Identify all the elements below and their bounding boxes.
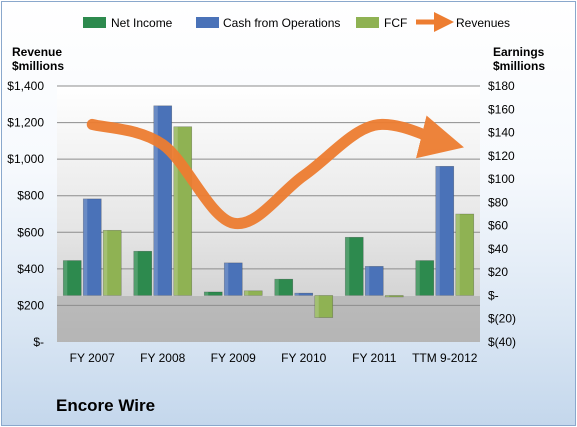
bar-net-income bbox=[274, 278, 294, 296]
legend-label-revenues: Revenues bbox=[456, 16, 510, 30]
right-tick-label: $120 bbox=[488, 149, 515, 163]
bar-net-income bbox=[62, 260, 82, 296]
right-tick-label: $160 bbox=[488, 102, 515, 116]
right-axis-title-line1: Earnings bbox=[493, 45, 545, 59]
right-tick-label: $80 bbox=[488, 195, 508, 209]
left-tick-label: $200 bbox=[17, 298, 44, 312]
bar-highlight bbox=[345, 237, 350, 296]
bar-fcf bbox=[243, 290, 263, 296]
category-labels: FY 2007 FY 2008 FY 2009 FY 2010 FY 2011 TTM 9… bbox=[70, 351, 478, 365]
right-tick-label: $(40) bbox=[488, 335, 516, 349]
left-tick-label: $400 bbox=[17, 262, 44, 276]
category-label: FY 2008 bbox=[140, 351, 185, 365]
bar-net-income bbox=[133, 250, 153, 296]
revenues-line bbox=[86, 115, 464, 230]
bar-highlight bbox=[63, 260, 68, 296]
bar-highlight bbox=[435, 166, 440, 296]
right-tick-label: $180 bbox=[488, 79, 515, 93]
bar-highlight bbox=[385, 295, 390, 297]
bar-highlight bbox=[133, 251, 138, 296]
legend-swatch-fcf bbox=[356, 17, 379, 28]
bar-highlight bbox=[274, 279, 279, 296]
left-tick-label: $1,200 bbox=[7, 116, 44, 130]
left-tick-label: $- bbox=[33, 335, 44, 349]
category-label: FY 2009 bbox=[211, 351, 256, 365]
legend-swatch-cash-from-operations bbox=[196, 17, 219, 28]
legend-swatch-net-income bbox=[83, 17, 106, 28]
bar-cash-from-operations bbox=[223, 262, 243, 296]
bar-net-income bbox=[344, 236, 364, 296]
left-tick-label: $600 bbox=[17, 225, 44, 239]
legend-label-fcf: FCF bbox=[384, 16, 407, 30]
bar-fcf bbox=[384, 295, 404, 298]
left-axis-title-line1: Revenue bbox=[12, 45, 62, 59]
bar-highlight bbox=[314, 295, 319, 318]
category-label: FY 2011 bbox=[352, 351, 397, 365]
legend-label-cash-from-operations: Cash from Operations bbox=[223, 16, 340, 30]
bars bbox=[62, 105, 475, 318]
right-axis-title-line2: $millions bbox=[493, 59, 545, 73]
bar-highlight bbox=[153, 105, 158, 296]
left-tick-label: $1,400 bbox=[7, 79, 44, 93]
bar-fcf bbox=[314, 295, 334, 318]
bar-highlight bbox=[173, 126, 178, 296]
bar-highlight bbox=[83, 198, 88, 296]
plot-floor bbox=[57, 296, 480, 342]
bar-net-income bbox=[415, 260, 435, 296]
gridlines bbox=[57, 85, 480, 306]
bar-highlight bbox=[224, 262, 229, 296]
right-tick-label: $20 bbox=[488, 265, 508, 279]
bar-highlight bbox=[455, 214, 460, 296]
category-label: FY 2007 bbox=[70, 351, 115, 365]
bar-cash-from-operations bbox=[294, 292, 314, 296]
left-tick-label: $1,000 bbox=[7, 152, 44, 166]
right-tick-label: $(20) bbox=[488, 312, 516, 326]
left-axis-title-line2: $millions bbox=[12, 59, 64, 73]
bar-cash-from-operations bbox=[82, 198, 102, 296]
right-tick-label: $100 bbox=[488, 172, 515, 186]
legend: Net Income Cash from Operations FCF Reve… bbox=[83, 12, 510, 32]
category-label: FY 2010 bbox=[281, 351, 326, 365]
left-axis-ticks: $- $200 $400 $600 $800 $1,000 $1,200 $1,400 bbox=[7, 79, 44, 349]
bar-highlight bbox=[103, 230, 108, 296]
category-label: TTM 9-2012 bbox=[412, 351, 478, 365]
right-tick-label: $- bbox=[488, 288, 499, 302]
bar-highlight bbox=[415, 260, 420, 296]
bar-fcf bbox=[455, 213, 475, 296]
bar-fcf bbox=[102, 229, 122, 296]
left-tick-label: $800 bbox=[17, 189, 44, 203]
bar-highlight bbox=[244, 290, 249, 296]
bar-highlight bbox=[365, 266, 370, 296]
right-tick-label: $60 bbox=[488, 219, 508, 233]
bar-cash-from-operations bbox=[364, 266, 384, 296]
revenue-line bbox=[86, 115, 464, 230]
bar-cash-from-operations bbox=[435, 165, 455, 296]
right-axis-ticks: $(40) $(20) $- $20 $40 $60 $80 $100 $120 $140 $160… bbox=[488, 79, 516, 349]
legend-label-net-income: Net Income bbox=[111, 16, 173, 30]
bar-net-income bbox=[203, 291, 223, 296]
bar-highlight bbox=[204, 291, 209, 296]
company-title: Encore Wire bbox=[56, 396, 156, 415]
right-tick-label: $140 bbox=[488, 126, 515, 140]
right-tick-label: $40 bbox=[488, 242, 508, 256]
bar-highlight bbox=[294, 293, 299, 296]
